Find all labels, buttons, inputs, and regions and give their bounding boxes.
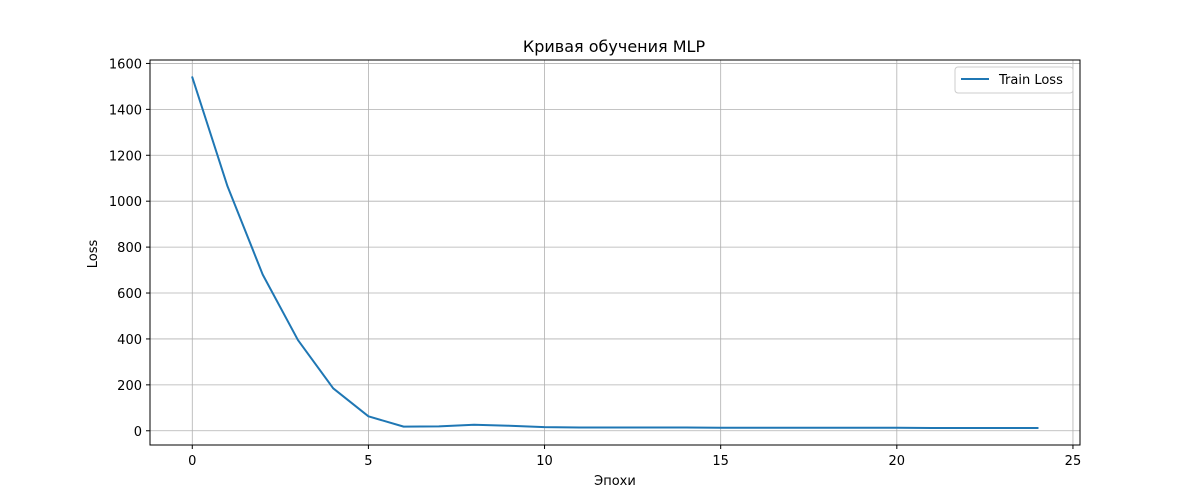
y-tick-label: 1000 (109, 195, 142, 210)
chart-title: Кривая обучения MLP (523, 37, 706, 56)
y-tick-label: 0 (134, 425, 142, 440)
x-tick-label: 25 (1065, 454, 1082, 469)
y-tick-label: 1400 (109, 103, 142, 118)
y-tick-label: 400 (117, 333, 142, 348)
series-line-train-loss (191, 76, 1039, 430)
y-tick-label: 1200 (109, 149, 142, 164)
x-tick-label: 5 (364, 454, 372, 469)
legend: Train Loss (954, 66, 1074, 94)
x-tick-label: 0 (188, 454, 196, 469)
legend-label-train-loss: Train Loss (998, 73, 1063, 88)
x-axis-label: Эпохи (594, 474, 636, 489)
y-tick-label: 600 (117, 287, 142, 302)
legend-box (954, 66, 1074, 94)
x-tick-label: 20 (889, 454, 906, 469)
plot-area-frame (149, 59, 1081, 446)
grid-lines (150, 60, 1080, 445)
y-tick-label: 800 (117, 241, 142, 256)
y-tick-label: 1600 (109, 57, 142, 72)
series-layer (191, 76, 1039, 430)
y-axis-label: Loss (86, 240, 101, 269)
axis-ticks: 0 5 10 15 20 25 0 200 400 600 800 1000 1200 1400 1600 (109, 57, 1081, 469)
x-tick-label: 15 (712, 454, 729, 469)
x-tick-label: 10 (536, 454, 553, 469)
y-tick-label: 200 (117, 379, 142, 394)
